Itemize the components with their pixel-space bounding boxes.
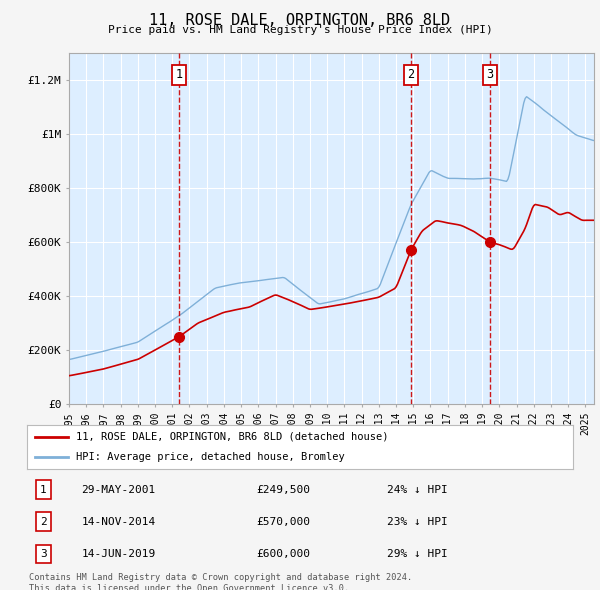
Text: 29% ↓ HPI: 29% ↓ HPI bbox=[388, 549, 448, 559]
Text: Contains HM Land Registry data © Crown copyright and database right 2024.
This d: Contains HM Land Registry data © Crown c… bbox=[29, 573, 412, 590]
Text: £570,000: £570,000 bbox=[256, 517, 310, 527]
Text: 3: 3 bbox=[486, 68, 493, 81]
Text: 1: 1 bbox=[176, 68, 183, 81]
Text: £600,000: £600,000 bbox=[256, 549, 310, 559]
Text: 11, ROSE DALE, ORPINGTON, BR6 8LD: 11, ROSE DALE, ORPINGTON, BR6 8LD bbox=[149, 13, 451, 28]
Text: HPI: Average price, detached house, Bromley: HPI: Average price, detached house, Brom… bbox=[76, 452, 345, 462]
Text: 1: 1 bbox=[40, 484, 47, 494]
Text: 23% ↓ HPI: 23% ↓ HPI bbox=[388, 517, 448, 527]
Text: 29-MAY-2001: 29-MAY-2001 bbox=[82, 484, 156, 494]
Text: 3: 3 bbox=[40, 549, 47, 559]
Text: 11, ROSE DALE, ORPINGTON, BR6 8LD (detached house): 11, ROSE DALE, ORPINGTON, BR6 8LD (detac… bbox=[76, 432, 389, 442]
Text: 14-JUN-2019: 14-JUN-2019 bbox=[82, 549, 156, 559]
Text: £249,500: £249,500 bbox=[256, 484, 310, 494]
Text: 24% ↓ HPI: 24% ↓ HPI bbox=[388, 484, 448, 494]
Text: 2: 2 bbox=[407, 68, 415, 81]
Text: 14-NOV-2014: 14-NOV-2014 bbox=[82, 517, 156, 527]
Text: Price paid vs. HM Land Registry's House Price Index (HPI): Price paid vs. HM Land Registry's House … bbox=[107, 25, 493, 35]
Text: 2: 2 bbox=[40, 517, 47, 527]
